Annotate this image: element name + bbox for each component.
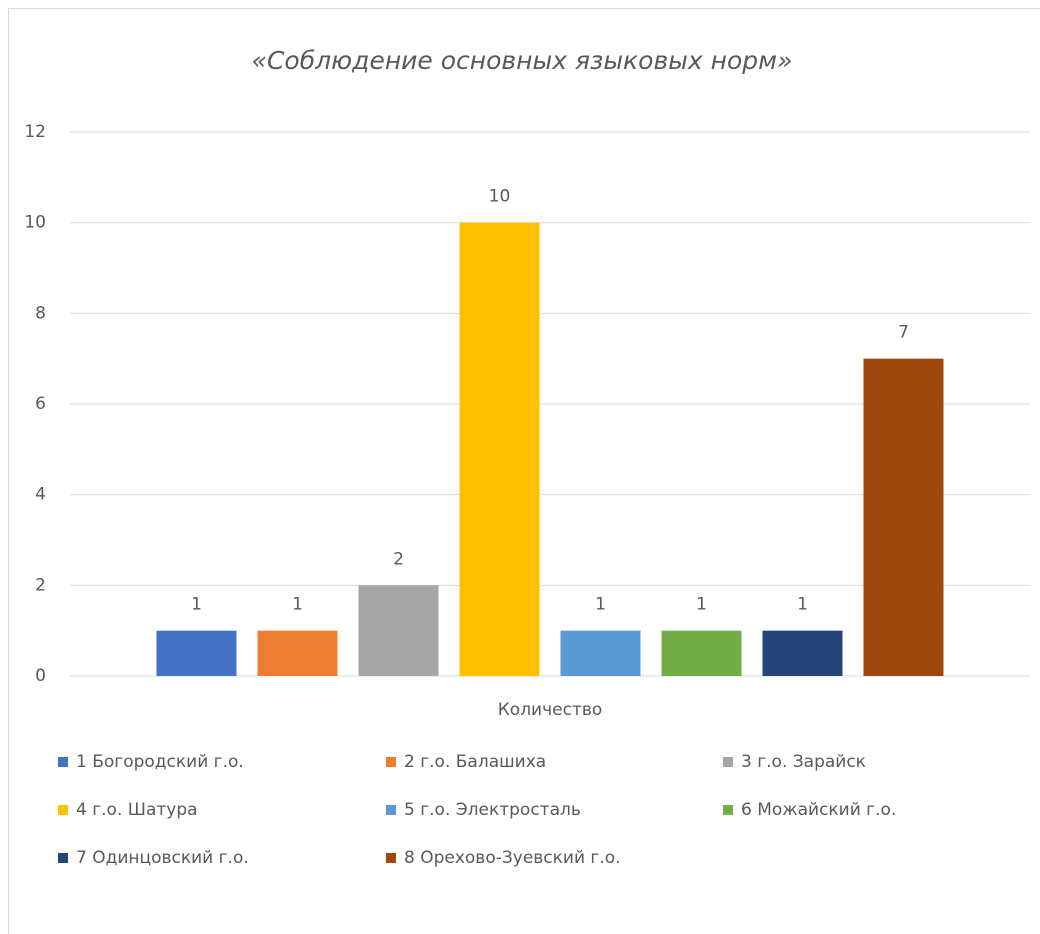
bar <box>863 358 944 676</box>
y-tick-label: 0 <box>35 666 46 686</box>
legend-swatch <box>386 805 396 815</box>
value-label: 1 <box>797 595 808 615</box>
value-label: 1 <box>292 595 303 615</box>
y-tick-label: 4 <box>35 485 46 505</box>
legend-swatch <box>58 757 68 767</box>
legend-swatch <box>386 757 396 767</box>
legend-swatch <box>386 853 396 863</box>
value-label: 1 <box>696 595 707 615</box>
bar <box>459 222 540 676</box>
bar <box>156 630 237 676</box>
legend-swatch <box>723 805 733 815</box>
value-label: 1 <box>191 595 202 615</box>
value-label: 2 <box>393 549 404 569</box>
y-tick-label: 12 <box>24 122 46 142</box>
bar <box>358 585 439 676</box>
chart-title: «Соблюдение основных языковых норм» <box>252 46 793 75</box>
legend-label: 8 Орехово-Зуевский г.о. <box>404 848 621 868</box>
value-label: 10 <box>489 187 511 207</box>
legend-label: 3 г.о. Зарайск <box>741 752 866 772</box>
legend-label: 2 г.о. Балашиха <box>404 752 546 772</box>
value-label: 1 <box>595 595 606 615</box>
y-tick-label: 2 <box>35 575 46 595</box>
legend-swatch <box>58 805 68 815</box>
legend-label: 4 г.о. Шатура <box>76 800 198 820</box>
legend-label: 5 г.о. Электросталь <box>404 800 581 820</box>
bar <box>560 630 641 676</box>
legend-swatch <box>58 853 68 863</box>
bar <box>257 630 338 676</box>
x-tick-label: Количество <box>498 700 603 720</box>
y-tick-label: 10 <box>24 213 46 233</box>
legend-label: 1 Богородский г.о. <box>76 752 244 772</box>
value-label: 7 <box>898 323 909 343</box>
bar <box>762 630 843 676</box>
legend-label: 7 Одинцовский г.о. <box>76 848 249 868</box>
y-tick-label: 6 <box>35 394 46 414</box>
bar <box>661 630 742 676</box>
y-tick-label: 8 <box>35 303 46 323</box>
legend-label: 6 Можайский г.о. <box>741 800 896 820</box>
legend-swatch <box>723 757 733 767</box>
